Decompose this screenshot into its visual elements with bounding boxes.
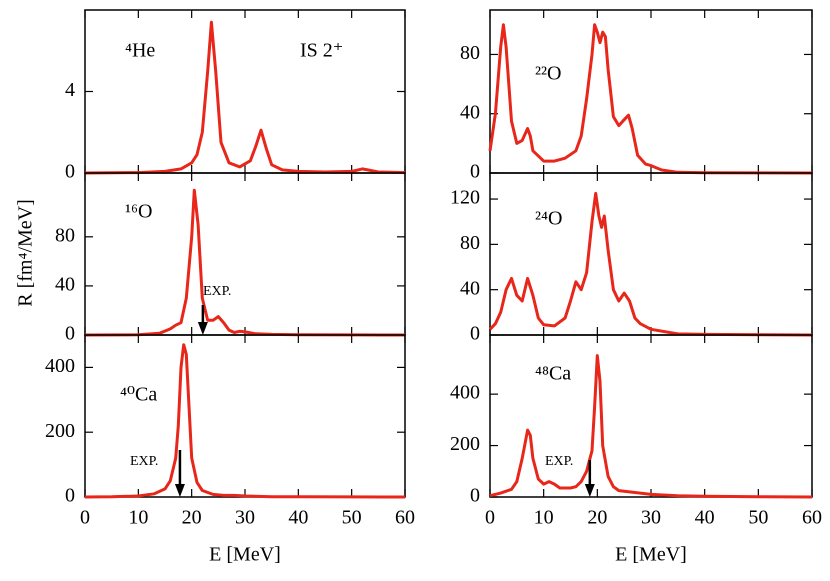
y-tick-label: 400 xyxy=(450,382,480,404)
y-tick-label: 400 xyxy=(45,355,75,377)
line xyxy=(84,20,406,175)
y-tick-label: 0 xyxy=(65,323,75,345)
exp-arrowhead xyxy=(174,484,185,497)
y-tick-label: 40 xyxy=(460,277,480,299)
y-tick-label: 200 xyxy=(45,420,75,442)
line xyxy=(488,191,813,337)
y-tick-label: 80 xyxy=(460,232,480,254)
y-tick-label: 80 xyxy=(55,224,75,246)
exp-arrowhead xyxy=(584,484,595,497)
x-tick-label: 60 xyxy=(802,507,822,529)
line xyxy=(84,188,406,337)
x-tick-label: 40 xyxy=(288,507,308,529)
y-tick-label: 80 xyxy=(460,42,480,64)
y-tick-label: 4 xyxy=(65,79,75,101)
y-tick-label: 0 xyxy=(65,485,75,507)
panel-frame xyxy=(84,334,406,498)
x-tick-label: 30 xyxy=(641,507,661,529)
panel-frame xyxy=(84,9,406,174)
y-tick-label: 40 xyxy=(460,101,480,123)
panel-label: ²⁴O xyxy=(535,208,562,230)
x-tick-label: 0 xyxy=(485,507,495,529)
panel-frame xyxy=(489,172,813,336)
x-tick-label: 50 xyxy=(748,507,768,529)
x-tick-label: 10 xyxy=(534,507,554,529)
x-tick-label: 0 xyxy=(80,507,90,529)
y-tick-label: 40 xyxy=(55,274,75,296)
panel-frame xyxy=(489,334,813,498)
y-axis-label: R [fm⁴/MeV] xyxy=(15,199,37,307)
x-axis-label: E [MeV] xyxy=(615,544,687,566)
x-tick-label: 30 xyxy=(235,507,255,529)
panel-label: ²²O xyxy=(535,63,561,85)
y-tick-label: 0 xyxy=(470,485,480,507)
exp-label: EXP. xyxy=(203,284,231,299)
line xyxy=(84,343,406,499)
panel-note: IS 2⁺ xyxy=(300,40,343,62)
panel-frame xyxy=(489,9,813,174)
x-tick-label: 20 xyxy=(182,507,202,529)
x-tick-label: 10 xyxy=(128,507,148,529)
panel-label: ⁴⁰Ca xyxy=(120,384,157,406)
y-tick-label: 200 xyxy=(450,433,480,455)
y-tick-label: 0 xyxy=(65,161,75,183)
x-tick-label: 50 xyxy=(342,507,362,529)
panel-label: ⁴He xyxy=(125,40,155,62)
panel-label: ¹⁶O xyxy=(125,201,152,223)
x-tick-label: 20 xyxy=(587,507,607,529)
panel-frame xyxy=(84,172,406,336)
x-tick-label: 60 xyxy=(395,507,415,529)
y-tick-label: 120 xyxy=(450,187,480,209)
y-tick-label: 0 xyxy=(470,323,480,345)
exp-label: EXP. xyxy=(545,454,573,469)
exp-label: EXP. xyxy=(130,454,158,469)
panel-label: ⁴⁸Ca xyxy=(535,363,571,385)
x-tick-label: 40 xyxy=(695,507,715,529)
exp-arrowhead xyxy=(197,322,208,335)
x-axis-label: E [MeV] xyxy=(209,544,281,566)
line xyxy=(489,354,813,499)
y-tick-label: 0 xyxy=(470,161,480,183)
line xyxy=(488,23,813,175)
